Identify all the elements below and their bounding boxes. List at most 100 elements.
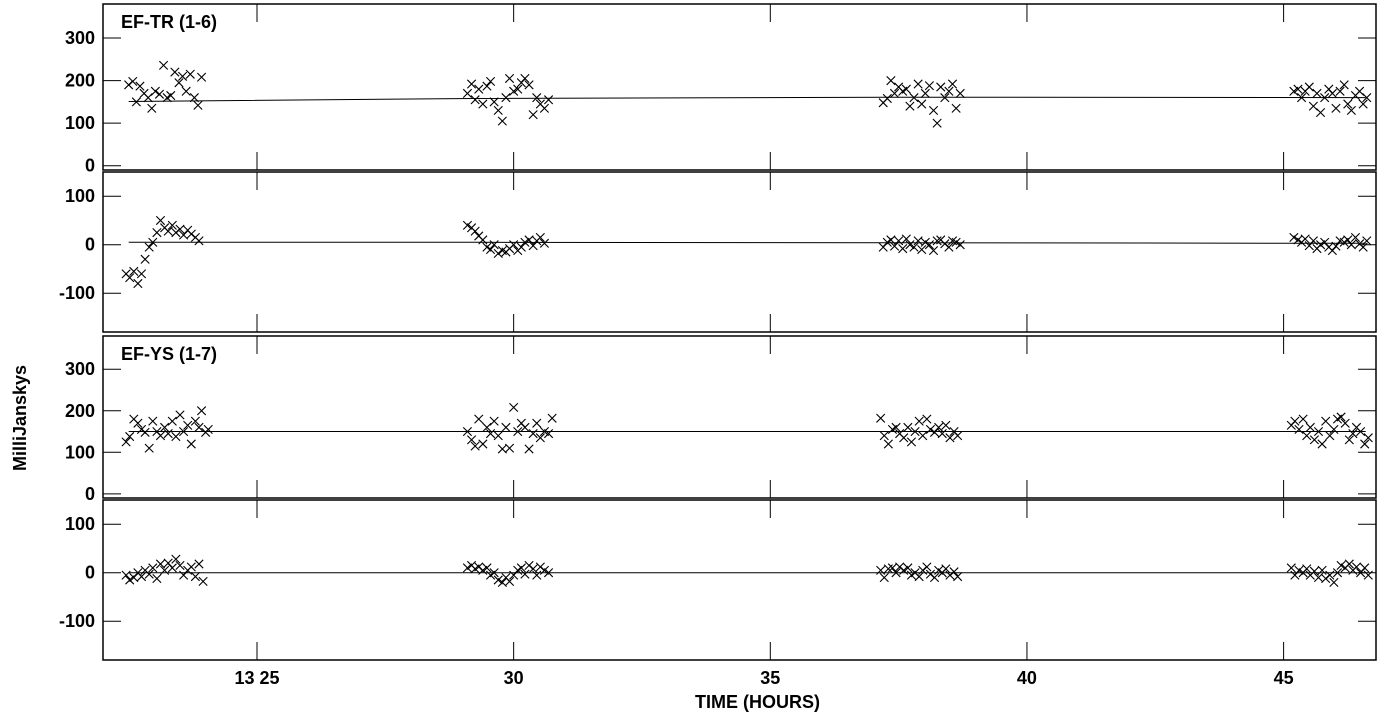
- data-point: [148, 563, 158, 573]
- data-point: [955, 240, 965, 250]
- data-point: [474, 84, 484, 94]
- data-point: [910, 426, 920, 437]
- data-point: [513, 84, 523, 94]
- data-point: [1332, 568, 1343, 578]
- data-point: [1329, 424, 1339, 435]
- data-point: [905, 240, 915, 250]
- data-point: [906, 437, 917, 447]
- data-point: [190, 416, 200, 426]
- data-point: [882, 93, 892, 104]
- data-point: [909, 93, 919, 103]
- data-point: [474, 414, 484, 424]
- data-point: [478, 565, 488, 575]
- data-point: [493, 248, 503, 259]
- data-point: [914, 572, 924, 582]
- data-point: [136, 269, 147, 279]
- data-point: [158, 60, 169, 70]
- panel-4: -100 0 100: [59, 499, 1377, 661]
- data-point: [1321, 416, 1331, 426]
- data-point: [920, 237, 930, 247]
- data-point: [125, 575, 135, 585]
- data-point: [949, 567, 959, 577]
- data-point: [1308, 236, 1318, 246]
- data-point: [1302, 431, 1312, 441]
- data-point: [1308, 101, 1318, 111]
- data-point: [128, 76, 138, 87]
- data-point: [1305, 422, 1315, 432]
- data-point: [160, 565, 170, 575]
- data-point: [485, 429, 496, 439]
- data-point: [489, 240, 499, 250]
- data-point: [914, 416, 924, 426]
- data-point: [125, 273, 135, 283]
- data-point: [174, 78, 184, 88]
- y-tick-label: 100: [65, 113, 95, 133]
- data-point: [1298, 414, 1308, 424]
- data-point: [504, 443, 515, 453]
- data-point: [167, 416, 177, 426]
- model-line: [128, 96, 1366, 102]
- data-point: [543, 429, 554, 439]
- data-point: [524, 80, 534, 90]
- data-point: [493, 105, 503, 115]
- data-point: [485, 244, 496, 255]
- data-point: [186, 562, 196, 572]
- data-point: [155, 559, 166, 569]
- data-point: [493, 575, 503, 585]
- data-point: [194, 422, 204, 432]
- data-point: [903, 563, 913, 573]
- y-axis-title: MilliJanskys: [10, 365, 30, 471]
- y-tick-label: 100: [65, 514, 95, 534]
- data-point: [899, 433, 909, 443]
- data-point: [1339, 80, 1349, 90]
- data-point: [1336, 412, 1346, 422]
- data-point: [941, 420, 951, 430]
- data-point: [924, 81, 935, 91]
- data-point: [489, 97, 499, 107]
- data-point: [929, 572, 940, 583]
- data-point: [175, 224, 185, 234]
- data-point: [876, 565, 886, 575]
- data-point: [886, 235, 896, 245]
- data-point: [154, 89, 165, 99]
- data-point: [1331, 241, 1341, 251]
- data-point: [131, 97, 141, 107]
- data-point: [520, 73, 530, 84]
- data-point: [482, 81, 492, 91]
- data-point: [183, 420, 193, 430]
- data-point: [121, 437, 131, 447]
- data-point: [1336, 560, 1346, 571]
- data-point: [152, 228, 162, 238]
- data-point: [941, 564, 951, 574]
- data-point: [1360, 563, 1370, 573]
- data-point: [509, 240, 519, 250]
- data-point: [883, 439, 893, 449]
- data-point: [1358, 99, 1368, 109]
- data-point: [196, 406, 207, 416]
- data-point: [203, 424, 213, 435]
- data-point: [1335, 86, 1345, 96]
- data-point: [152, 573, 162, 584]
- y-tick-label: 300: [65, 28, 95, 48]
- data-point: [520, 422, 530, 432]
- data-point: [951, 103, 961, 113]
- data-point: [125, 431, 135, 442]
- data-point: [177, 71, 188, 81]
- data-point: [909, 242, 919, 252]
- data-point: [1309, 435, 1319, 445]
- y-tick-label: -100: [59, 611, 95, 631]
- data-point: [175, 560, 185, 571]
- data-point: [539, 565, 550, 575]
- data-point: [513, 426, 523, 437]
- panel-frame: [102, 171, 1377, 333]
- data-point: [1320, 93, 1330, 103]
- data-point: [497, 245, 507, 256]
- data-point: [140, 254, 150, 264]
- data-point: [543, 95, 554, 105]
- data-point: [163, 429, 173, 439]
- data-point: [190, 572, 200, 582]
- data-point: [1344, 435, 1354, 445]
- data-point: [1304, 82, 1314, 92]
- data-point: [889, 88, 900, 98]
- data-point: [148, 237, 158, 247]
